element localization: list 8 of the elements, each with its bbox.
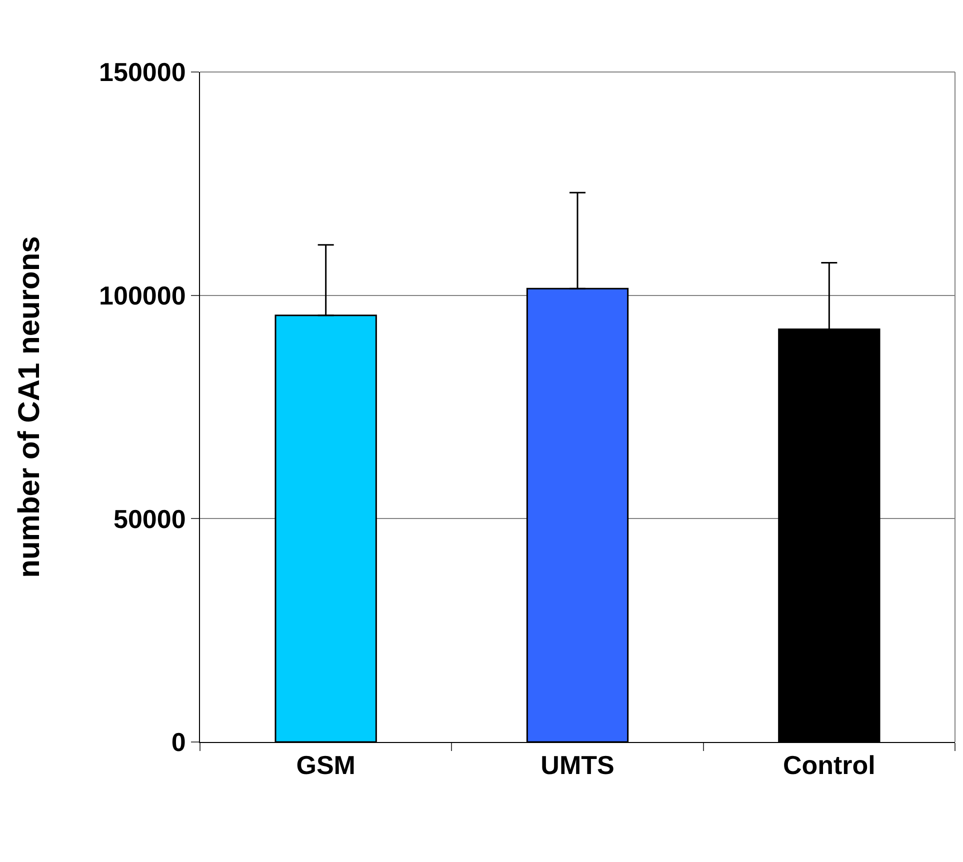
y-tick-label: 100000	[99, 280, 186, 310]
y-tick-label: 50000	[113, 504, 186, 534]
x-tick-label: Control	[782, 750, 876, 780]
x-tick-label: GSM	[296, 750, 356, 780]
x-tick-label: UMTS	[540, 750, 614, 780]
y-tick-label: 0	[171, 727, 186, 758]
y-tick-label: 150000	[99, 57, 186, 88]
y-axis-title: number of CA1 neurons	[13, 236, 46, 578]
